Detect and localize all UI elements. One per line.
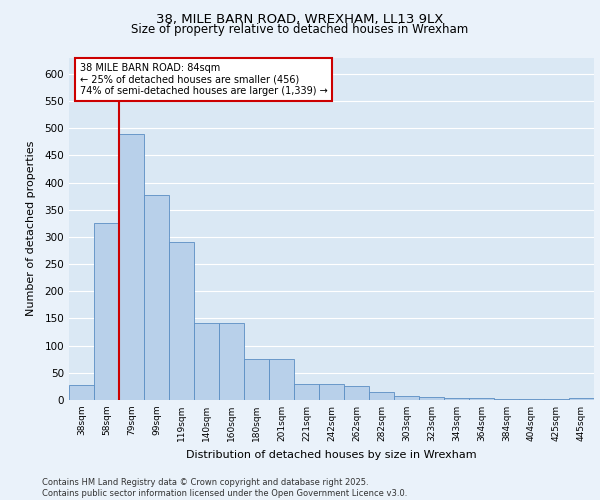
Bar xyxy=(169,242,194,400)
Bar xyxy=(344,386,369,400)
Text: Contains HM Land Registry data © Crown copyright and database right 2025.
Contai: Contains HM Land Registry data © Crown c… xyxy=(42,478,407,498)
Bar xyxy=(244,359,269,400)
Bar xyxy=(219,323,244,400)
Text: 38, MILE BARN ROAD, WREXHAM, LL13 9LX: 38, MILE BARN ROAD, WREXHAM, LL13 9LX xyxy=(157,12,443,26)
Bar xyxy=(394,396,419,400)
Bar xyxy=(544,399,569,400)
Bar xyxy=(119,134,144,400)
X-axis label: Distribution of detached houses by size in Wrexham: Distribution of detached houses by size … xyxy=(186,450,477,460)
Bar xyxy=(519,399,544,400)
Bar xyxy=(94,224,119,400)
Bar xyxy=(494,399,519,400)
Text: 38 MILE BARN ROAD: 84sqm
← 25% of detached houses are smaller (456)
74% of semi-: 38 MILE BARN ROAD: 84sqm ← 25% of detach… xyxy=(79,62,327,96)
Bar xyxy=(419,398,444,400)
Bar xyxy=(444,398,469,400)
Bar xyxy=(369,392,394,400)
Text: Size of property relative to detached houses in Wrexham: Size of property relative to detached ho… xyxy=(131,22,469,36)
Bar xyxy=(569,398,594,400)
Y-axis label: Number of detached properties: Number of detached properties xyxy=(26,141,36,316)
Bar xyxy=(194,323,219,400)
Bar xyxy=(294,384,319,400)
Bar xyxy=(319,384,344,400)
Bar xyxy=(469,398,494,400)
Bar xyxy=(69,385,94,400)
Bar xyxy=(144,194,169,400)
Bar xyxy=(269,359,294,400)
